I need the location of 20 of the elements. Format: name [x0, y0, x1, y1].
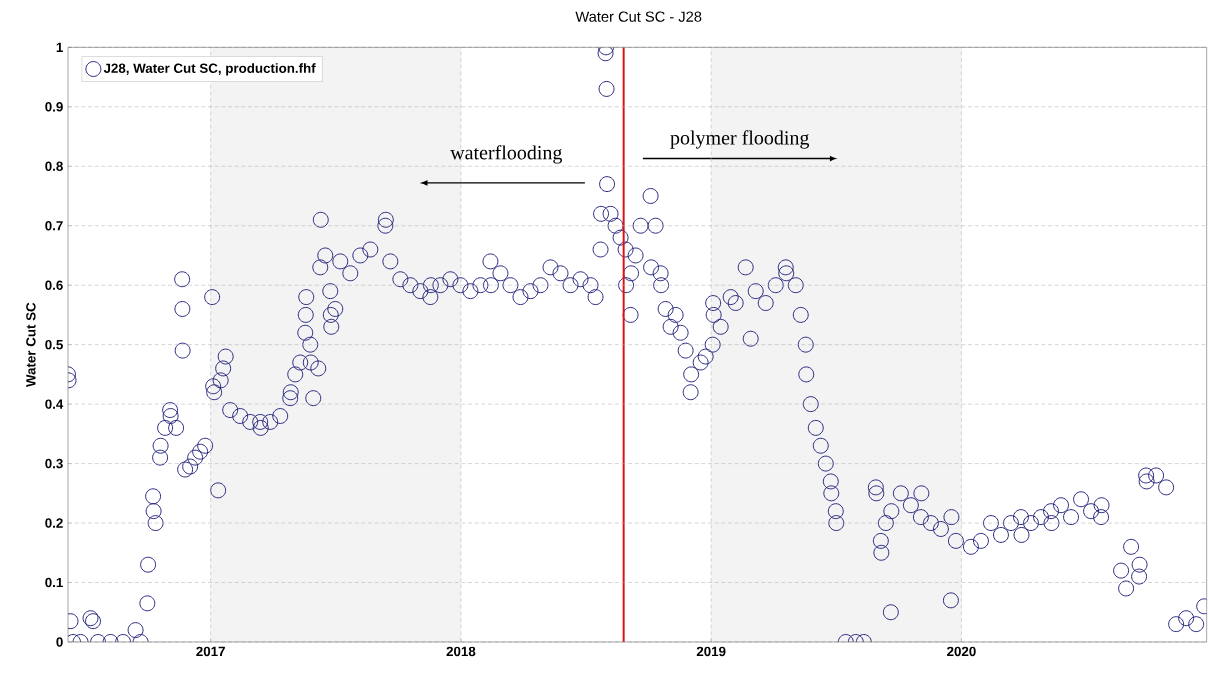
x-tick-label: 2018 [446, 646, 476, 657]
y-tick-label: 1 [56, 42, 63, 52]
chart-title: Water Cut SC - J28 [575, 11, 702, 22]
y-tick-label: 0.4 [45, 399, 64, 409]
y-tick-label: 0.8 [45, 161, 63, 171]
y-tick-label: 0.1 [45, 577, 63, 588]
y-axis-title: Water Cut SC [26, 302, 36, 387]
annotation: waterflooding [450, 145, 563, 164]
x-tick-label: 2017 [196, 646, 225, 657]
y-tick-label: 0.2 [45, 518, 63, 528]
y-tick-label: 0.3 [45, 458, 63, 469]
y-tick-label: 0.7 [45, 221, 63, 231]
y-tick-label: 0 [56, 637, 63, 647]
annotation: polymer flooding [670, 130, 810, 149]
y-tick-label: 0.6 [45, 280, 63, 290]
y-tick-label: 0.9 [45, 102, 63, 112]
legend-label: J28, Water Cut SC, production.fhf [103, 63, 316, 76]
x-tick-label: 2019 [696, 646, 726, 657]
x-tick-label: 2020 [947, 646, 976, 657]
y-tick-label: 0.5 [45, 339, 63, 350]
